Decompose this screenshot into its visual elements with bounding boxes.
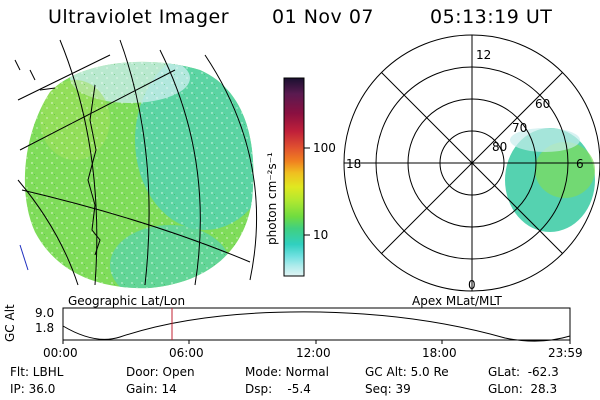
- info-gain: Gain: 14: [126, 382, 177, 396]
- altitude-xtick-1200: 12:00: [296, 346, 331, 360]
- altitude-xtick-0000: 00:00: [43, 346, 78, 360]
- info-flt: Flt: LBHL: [10, 365, 64, 379]
- info-seq: Seq: 39: [365, 382, 411, 396]
- coastline: [87, 84, 101, 256]
- time-label: 05:13:19 UT: [430, 6, 553, 28]
- colorbar-tick-100: 100: [313, 141, 336, 155]
- mlt-label-0: 0: [468, 278, 476, 292]
- info-dsp: Dsp: -5.4: [245, 382, 311, 396]
- info-ip: IP: 36.0: [10, 382, 56, 396]
- polar-diagonal-2: [381, 72, 563, 254]
- mlt-label-18: 18: [346, 157, 361, 171]
- colorbar: [283, 77, 310, 277]
- polar-caption: Apex MLat/MLT: [412, 294, 502, 308]
- altitude-xtick-0600: 06:00: [169, 346, 204, 360]
- info-mode: Mode: Normal: [245, 365, 329, 379]
- info-glon: GLon: 28.3: [488, 382, 558, 396]
- lat-label-70: 70: [512, 121, 527, 135]
- info-glat: GLat: -62.3: [488, 365, 559, 379]
- colorbar-tick-10: 10: [313, 228, 329, 242]
- altitude-xtick-1800: 18:00: [422, 346, 457, 360]
- mlt-label-12: 12: [476, 48, 491, 62]
- coastline-fragment: [14, 59, 56, 91]
- geo-caption: Geographic Lat/Lon: [68, 294, 186, 308]
- altitude-ylabel: GC Alt: [3, 304, 17, 342]
- altitude-curve: [62, 311, 571, 342]
- altitude-ytick-1-8: 1.8: [35, 321, 55, 335]
- date-label: 01 Nov 07: [272, 6, 375, 28]
- polar-aurora-fill: [505, 128, 595, 232]
- altitude-ytick-9: 9.0: [35, 306, 55, 320]
- lat-label-80: 80: [492, 140, 507, 154]
- info-door: Door: Open: [126, 365, 195, 379]
- lat-label-60: 60: [535, 97, 550, 111]
- geo-grid-lines: [17, 39, 258, 286]
- altitude-xtick-2359: 23:59: [548, 346, 583, 360]
- limb-marker: [19, 244, 29, 271]
- info-gc-alt: GC Alt: 5.0 Re: [365, 365, 449, 379]
- mlt-label-6: 6: [576, 157, 584, 171]
- altitude-x-ticks: [62, 340, 571, 344]
- app-title: Ultraviolet Imager: [48, 6, 230, 28]
